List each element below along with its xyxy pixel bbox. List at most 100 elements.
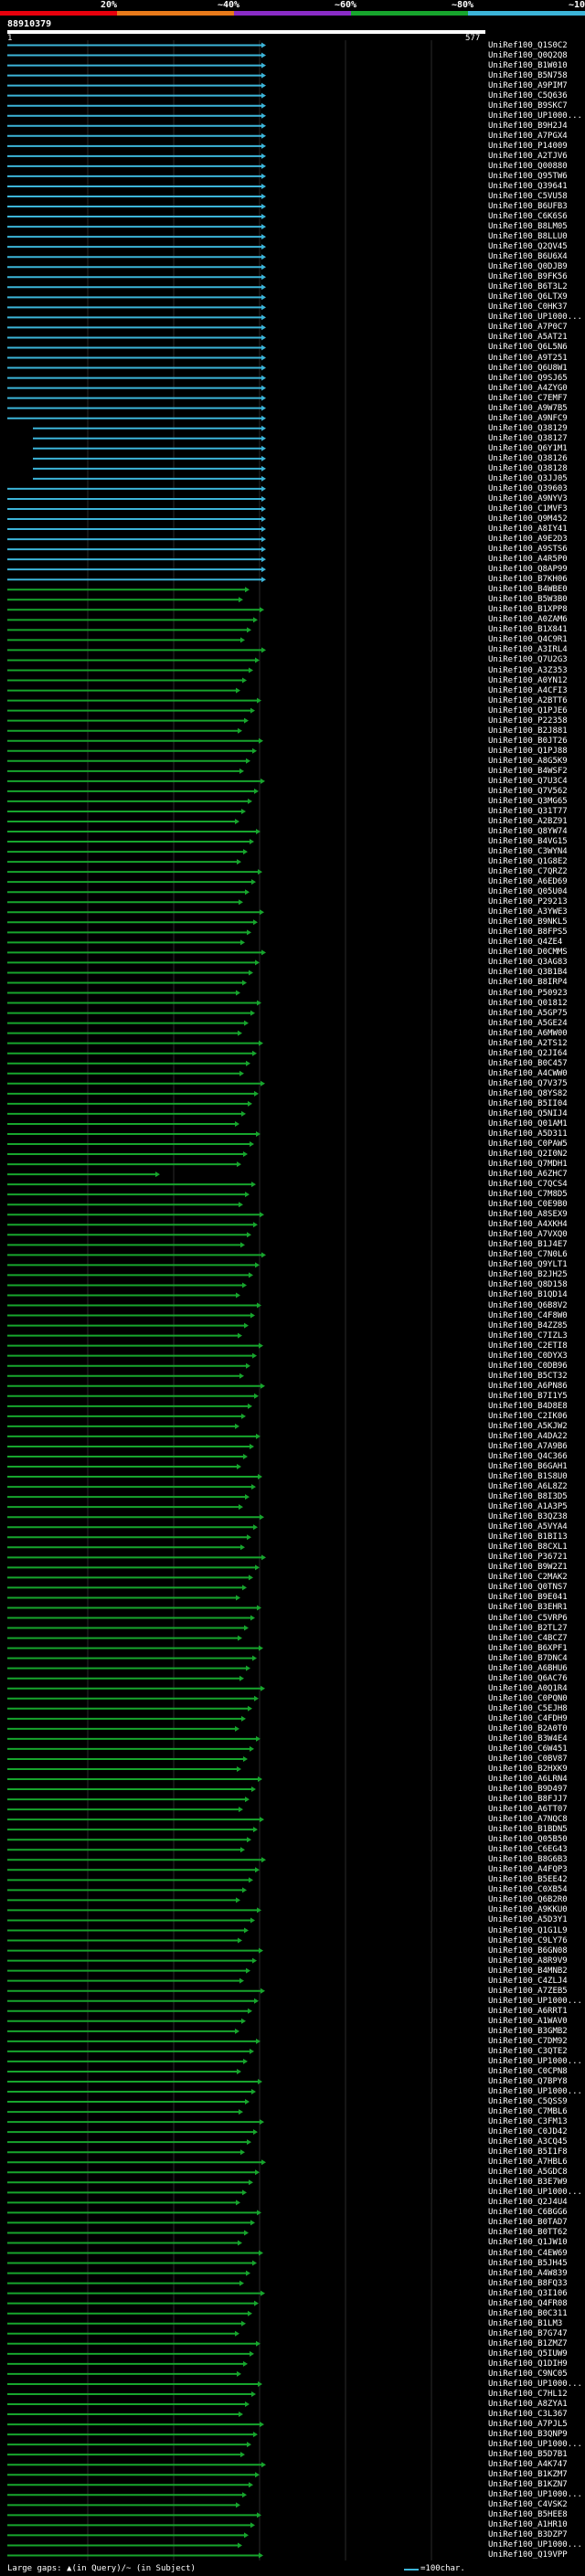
hit-label[interactable]: UniRef100_C7HL12	[488, 2389, 568, 2399]
hit-label[interactable]: UniRef100_C5VU58	[488, 191, 568, 201]
hit-label[interactable]: UniRef100_C2IK06	[488, 1411, 568, 1421]
hit-label[interactable]: UniRef100_A5D311	[488, 1129, 568, 1139]
hit-label[interactable]: UniRef100_C7DM92	[488, 2036, 568, 2046]
hit-label[interactable]: UniRef100_A6LRN4	[488, 1775, 568, 1785]
hit-label[interactable]: UniRef100_UP1000...	[488, 2087, 582, 2096]
hit-label[interactable]: UniRef100_B3EHR1	[488, 1603, 568, 1613]
hit-label[interactable]: UniRef100_A6TT07	[488, 1805, 568, 1815]
hit-label[interactable]: UniRef100_C7IZL3	[488, 1330, 568, 1341]
hit-label[interactable]: UniRef100_C0XB54	[488, 1885, 568, 1895]
hit-label[interactable]: UniRef100_C7QCS4	[488, 1180, 568, 1190]
hit-label[interactable]: UniRef100_B8FPS5	[488, 928, 568, 938]
hit-label[interactable]: UniRef100_A3CQ45	[488, 2137, 568, 2147]
hit-label[interactable]: UniRef100_C6K6S6	[488, 212, 568, 222]
hit-label[interactable]: UniRef100_C4VSK2	[488, 2500, 568, 2510]
hit-label[interactable]: UniRef100_A1HR10	[488, 2520, 568, 2530]
hit-label[interactable]: UniRef100_Q5NIJ4	[488, 1108, 568, 1118]
hit-label[interactable]: UniRef100_Q8YW74	[488, 827, 568, 836]
hit-label[interactable]: UniRef100_C7MBL6	[488, 2107, 568, 2117]
hit-label[interactable]: UniRef100_A4DA22	[488, 1431, 568, 1441]
hit-label[interactable]: UniRef100_Q2JI64	[488, 1048, 568, 1058]
hit-label[interactable]: UniRef100_Q01AM1	[488, 1118, 568, 1129]
hit-label[interactable]: UniRef100_B8IRP4	[488, 978, 568, 988]
hit-label[interactable]: UniRef100_Q9M452	[488, 514, 568, 525]
hit-label[interactable]: UniRef100_B1XPP8	[488, 605, 568, 615]
hit-label[interactable]: UniRef100_Q6LTX9	[488, 292, 568, 302]
hit-label[interactable]: UniRef100_C7M8D5	[488, 1190, 568, 1200]
hit-label[interactable]: UniRef100_C0DYX3	[488, 1351, 568, 1361]
hit-label[interactable]: UniRef100_C5VRP6	[488, 1613, 568, 1623]
hit-label[interactable]: UniRef100_A9NYV3	[488, 493, 568, 504]
hit-label[interactable]: UniRef100_A7NQC8	[488, 1815, 568, 1825]
hit-label[interactable]: UniRef100_B2TL27	[488, 1623, 568, 1633]
hit-label[interactable]: UniRef100_C5EJH8	[488, 1703, 568, 1713]
hit-label[interactable]: UniRef100_Q7U2G3	[488, 655, 568, 665]
hit-label[interactable]: UniRef100_Q3MG65	[488, 796, 568, 806]
hit-label[interactable]: UniRef100_B9SKC7	[488, 101, 568, 111]
hit-label[interactable]: UniRef100_UP1000...	[488, 313, 582, 323]
hit-label[interactable]: UniRef100_A4K747	[488, 2460, 568, 2470]
hit-label[interactable]: UniRef100_Q4FR08	[488, 2298, 568, 2308]
hit-label[interactable]: UniRef100_A6ED69	[488, 877, 568, 887]
hit-label[interactable]: UniRef100_C3FM13	[488, 2117, 568, 2127]
hit-label[interactable]: UniRef100_B1QD14	[488, 1290, 568, 1300]
hit-label[interactable]: UniRef100_C7N0L6	[488, 1250, 568, 1260]
hit-label[interactable]: UniRef100_B1BI13	[488, 1532, 568, 1542]
hit-label[interactable]: UniRef100_A4ZYG0	[488, 383, 568, 393]
hit-label[interactable]: UniRef100_B6U6X4	[488, 252, 568, 262]
hit-label[interactable]: UniRef100_B9E041	[488, 1593, 568, 1603]
hit-label[interactable]: UniRef100_A5AT21	[488, 333, 568, 343]
hit-label[interactable]: UniRef100_B1X841	[488, 625, 568, 635]
hit-label[interactable]: UniRef100_B8I3D5	[488, 1492, 568, 1502]
hit-label[interactable]: UniRef100_A3IRL4	[488, 645, 568, 655]
hit-label[interactable]: UniRef100_A5KJW2	[488, 1421, 568, 1431]
hit-label[interactable]: UniRef100_UP1000...	[488, 2490, 582, 2500]
hit-label[interactable]: UniRef100_B9H2J4	[488, 121, 568, 131]
hit-label[interactable]: UniRef100_A2TJV6	[488, 151, 568, 161]
hit-label[interactable]: UniRef100_B0C311	[488, 2308, 568, 2318]
hit-label[interactable]: UniRef100_A4FQP3	[488, 1865, 568, 1875]
hit-label[interactable]: UniRef100_Q95TW6	[488, 171, 568, 181]
hit-label[interactable]: UniRef100_B0C457	[488, 1058, 568, 1068]
hit-label[interactable]: UniRef100_B5D7B1	[488, 2450, 568, 2460]
hit-label[interactable]: UniRef100_B0TT62	[488, 2228, 568, 2238]
hit-label[interactable]: UniRef100_A7ZEB5	[488, 1986, 568, 1996]
hit-label[interactable]: UniRef100_UP1000...	[488, 2379, 582, 2389]
hit-label[interactable]: UniRef100_B3GMB2	[488, 2026, 568, 2036]
hit-label[interactable]: UniRef100_C0E9B0	[488, 1200, 568, 1210]
hit-label[interactable]: UniRef100_Q38129	[488, 423, 568, 433]
hit-label[interactable]: UniRef100_B9D497	[488, 1785, 568, 1795]
hit-label[interactable]: UniRef100_B4MNB2	[488, 1966, 568, 1976]
hit-label[interactable]: UniRef100_B3W4E4	[488, 1733, 568, 1744]
hit-label[interactable]: UniRef100_B5HEE8	[488, 2510, 568, 2520]
hit-label[interactable]: UniRef100_B6XPF1	[488, 1643, 568, 1653]
hit-label[interactable]: UniRef100_Q31T77	[488, 806, 568, 816]
hit-label[interactable]: UniRef100_D0CMMS	[488, 948, 568, 958]
hit-label[interactable]: UniRef100_A0ZAM6	[488, 615, 568, 625]
hit-label[interactable]: UniRef100_B0TAD7	[488, 2218, 568, 2228]
hit-label[interactable]: UniRef100_A6PN86	[488, 1381, 568, 1391]
hit-label[interactable]: UniRef100_A1WAV0	[488, 2016, 568, 2026]
hit-label[interactable]: UniRef100_C2MAK2	[488, 1573, 568, 1583]
hit-label[interactable]: UniRef100_B7I1Y5	[488, 1391, 568, 1401]
hit-label[interactable]: UniRef100_Q3I106	[488, 2288, 568, 2298]
hit-label[interactable]: UniRef100_P36721	[488, 1553, 568, 1563]
hit-label[interactable]: UniRef100_A5VYA4	[488, 1522, 568, 1532]
hit-label[interactable]: UniRef100_C4EW69	[488, 2248, 568, 2258]
hit-label[interactable]: UniRef100_Q7V562	[488, 786, 568, 796]
hit-label[interactable]: UniRef100_B5CT32	[488, 1371, 568, 1381]
hit-label[interactable]: UniRef100_A5D3Y1	[488, 1915, 568, 1925]
hit-label[interactable]: UniRef100_A9T251	[488, 353, 568, 363]
hit-label[interactable]: UniRef100_B7KH06	[488, 575, 568, 585]
hit-label[interactable]: UniRef100_C5QSS9	[488, 2097, 568, 2107]
hit-label[interactable]: UniRef100_A9PIM7	[488, 80, 568, 90]
hit-label[interactable]: UniRef100_Q9SJ65	[488, 373, 568, 383]
hit-label[interactable]: UniRef100_B1S8U0	[488, 1472, 568, 1482]
hit-label[interactable]: UniRef100_B9NKL5	[488, 917, 568, 928]
hit-label[interactable]: UniRef100_C4BCZ7	[488, 1633, 568, 1643]
hit-label[interactable]: UniRef100_Q7MDH1	[488, 1160, 568, 1170]
hit-label[interactable]: UniRef100_B6GN08	[488, 1945, 568, 1956]
hit-label[interactable]: UniRef100_Q3B1B4	[488, 968, 568, 978]
hit-label[interactable]: UniRef100_A4W839	[488, 2268, 568, 2278]
hit-label[interactable]: UniRef100_A5GDC8	[488, 2168, 568, 2178]
